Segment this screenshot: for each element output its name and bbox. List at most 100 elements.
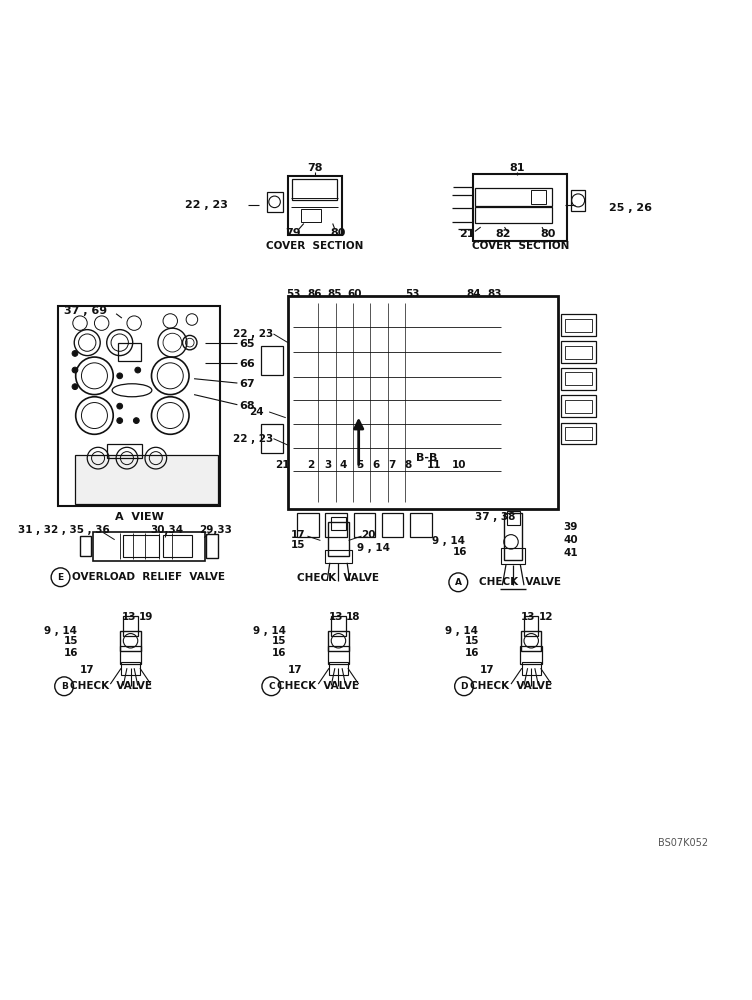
Bar	[325, 550, 352, 563]
Text: CHECK  VALVE: CHECK VALVE	[298, 573, 380, 583]
Text: 9 , 14: 9 , 14	[432, 536, 465, 546]
Text: 8: 8	[405, 460, 412, 470]
Text: 31 , 32 , 35 , 36: 31 , 32 , 35 , 36	[18, 525, 110, 535]
Text: 7: 7	[388, 460, 396, 470]
Text: 15: 15	[465, 636, 479, 646]
Text: 40: 40	[563, 535, 578, 545]
Bar	[501, 548, 526, 564]
Text: 66: 66	[240, 359, 256, 369]
Text: 86: 86	[308, 289, 322, 299]
Text: 16: 16	[465, 648, 479, 658]
Text: 68: 68	[240, 401, 256, 411]
Bar	[123, 616, 138, 636]
Text: 60: 60	[347, 289, 362, 299]
Text: 17: 17	[80, 665, 95, 675]
Bar	[301, 209, 321, 222]
Text: D: D	[460, 682, 468, 691]
Text: 22 , 23: 22 , 23	[185, 200, 228, 210]
Circle shape	[72, 351, 78, 356]
Text: B-B: B-B	[416, 453, 437, 463]
Text: BS07K052: BS07K052	[658, 838, 708, 848]
Bar	[331, 517, 347, 530]
Text: CHECK  VALVE: CHECK VALVE	[470, 681, 552, 691]
Text: 65: 65	[240, 339, 255, 349]
Bar	[475, 207, 552, 223]
Text: COVER  SECTION: COVER SECTION	[472, 241, 569, 251]
Circle shape	[133, 418, 139, 423]
Text: 78: 78	[307, 163, 323, 173]
Circle shape	[135, 367, 141, 373]
Bar	[520, 646, 542, 664]
Text: 16: 16	[64, 648, 79, 658]
Circle shape	[72, 384, 78, 390]
Text: 9 , 14: 9 , 14	[444, 626, 478, 636]
Bar	[561, 341, 596, 363]
Bar	[565, 427, 593, 440]
Text: 37 , 69: 37 , 69	[64, 306, 108, 316]
Text: 9 , 14: 9 , 14	[253, 626, 286, 636]
Text: 21: 21	[459, 229, 475, 239]
Text: 85: 85	[328, 289, 342, 299]
Text: 15: 15	[272, 636, 287, 646]
Bar	[120, 631, 141, 651]
Bar	[353, 513, 375, 537]
Text: 80: 80	[540, 229, 556, 239]
Bar	[565, 372, 593, 385]
Text: 22 , 23: 22 , 23	[233, 329, 274, 339]
Bar	[58, 306, 220, 506]
Bar	[123, 535, 159, 557]
Text: 17: 17	[291, 530, 305, 540]
Bar	[565, 400, 593, 413]
Text: 10: 10	[452, 460, 466, 470]
Text: 13: 13	[122, 612, 136, 622]
Bar	[108, 444, 142, 458]
Text: 81: 81	[509, 163, 525, 173]
Text: 53: 53	[286, 289, 300, 299]
Text: 84: 84	[466, 289, 481, 299]
Text: 13: 13	[329, 612, 343, 622]
Text: 17: 17	[288, 665, 302, 675]
Text: 39: 39	[564, 522, 578, 532]
Text: C: C	[268, 682, 274, 691]
Text: 83: 83	[488, 289, 502, 299]
Bar	[565, 319, 593, 332]
Bar	[287, 176, 341, 235]
Text: 37 , 38: 37 , 38	[475, 512, 515, 522]
Text: A  VIEW: A VIEW	[115, 512, 164, 522]
Bar	[561, 395, 596, 417]
Bar	[475, 188, 552, 206]
Bar	[524, 616, 538, 636]
Text: 21: 21	[275, 460, 290, 470]
Bar	[561, 314, 596, 336]
Bar	[206, 534, 217, 558]
Circle shape	[117, 418, 123, 423]
Bar	[163, 535, 192, 557]
Text: 13: 13	[520, 612, 535, 622]
Bar	[328, 522, 349, 556]
Bar	[329, 631, 349, 651]
Bar	[120, 646, 141, 664]
Text: 19: 19	[139, 612, 153, 622]
Bar	[561, 423, 596, 444]
Text: CHECK  VALVE: CHECK VALVE	[70, 681, 152, 691]
Circle shape	[117, 403, 123, 409]
Bar	[507, 511, 520, 525]
Text: 29,33: 29,33	[199, 525, 232, 535]
Bar	[287, 296, 558, 509]
Text: 9 , 14: 9 , 14	[44, 626, 77, 636]
Text: 25 , 26: 25 , 26	[608, 203, 652, 213]
Bar	[117, 343, 141, 361]
Bar	[522, 662, 541, 675]
Text: 3: 3	[324, 460, 332, 470]
Bar	[382, 513, 403, 537]
Text: 18: 18	[346, 612, 360, 622]
Bar	[561, 368, 596, 390]
Text: 5: 5	[356, 460, 364, 470]
Bar	[565, 346, 593, 359]
Bar	[571, 190, 585, 211]
Text: 11: 11	[426, 460, 441, 470]
Bar	[261, 424, 283, 453]
Text: 12: 12	[538, 612, 553, 622]
Text: 4: 4	[340, 460, 347, 470]
Text: OVERLOAD  RELIEF  VALVE: OVERLOAD RELIEF VALVE	[72, 572, 225, 582]
